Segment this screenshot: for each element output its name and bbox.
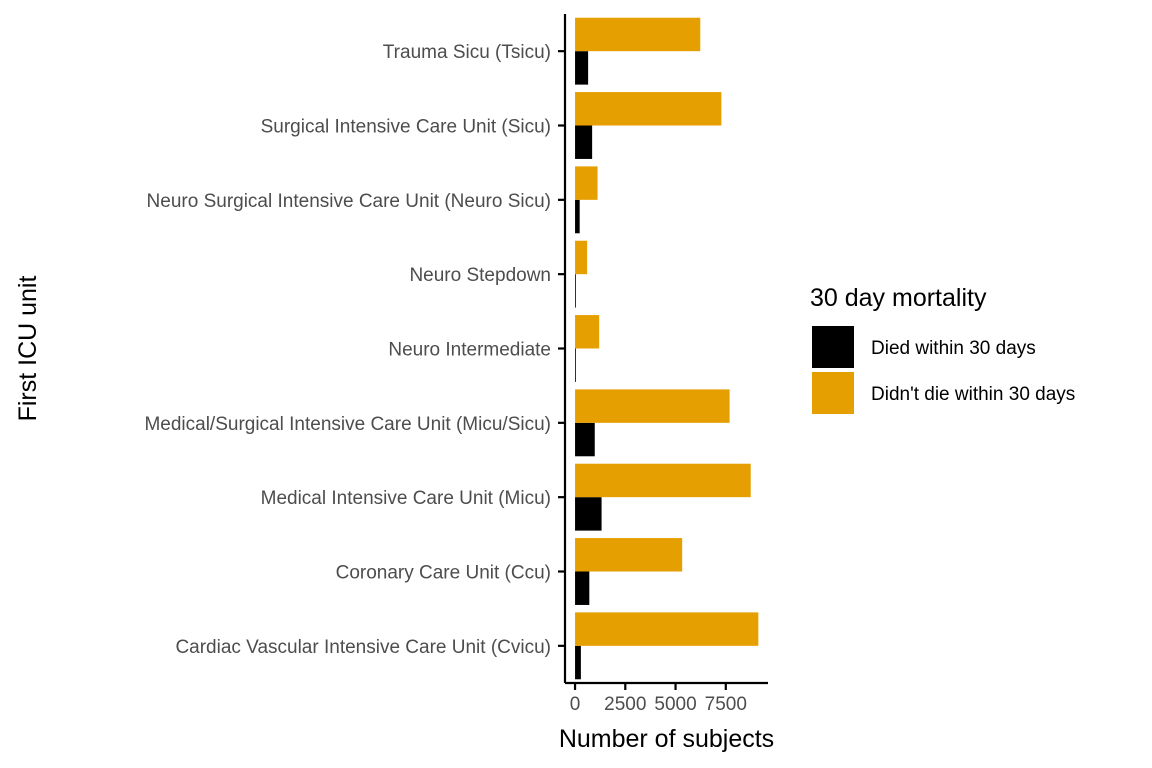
bar-survived-7: [575, 92, 722, 126]
bar-survived-5: [575, 240, 588, 275]
legend-title: 30 day mortality: [810, 284, 987, 312]
x-tick-label-3: 7500: [705, 694, 747, 715]
bar-died-1: [575, 571, 590, 605]
legend-key-1: [812, 372, 854, 414]
y-axis-ticks: Cardiac Vascular Intensive Care Unit (Cv…: [144, 42, 565, 658]
y-tick-label-2: Medical Intensive Care Unit (Micu): [261, 488, 551, 509]
y-tick-label-5: Neuro Stepdown: [409, 265, 551, 286]
y-tick-label-3: Medical/Surgical Intensive Care Unit (Mi…: [144, 414, 551, 435]
bar-died-8: [575, 51, 589, 85]
bar-survived-1: [575, 538, 683, 572]
y-tick-label-7: Surgical Intensive Care Unit (Sicu): [261, 117, 551, 138]
bars: [575, 17, 759, 680]
x-tick-label-0: 0: [570, 694, 581, 715]
y-tick-label-8: Trauma Sicu (Tsicu): [383, 42, 551, 63]
y-tick-label-4: Neuro Intermediate: [388, 340, 551, 361]
bar-survived-4: [575, 315, 600, 349]
bar-died-7: [575, 125, 593, 159]
y-tick-label-0: Cardiac Vascular Intensive Care Unit (Cv…: [175, 637, 551, 658]
bar-died-4: [575, 348, 576, 382]
x-axis-ticks: 0 2500 5000 7500: [570, 683, 747, 715]
legend-key-0: [812, 326, 854, 368]
legend: 30 day mortality Died within 30 days Didn…: [810, 284, 1075, 414]
x-axis-title: Number of subjects: [559, 725, 774, 753]
bar-survived-0: [575, 612, 759, 646]
bar-survived-6: [575, 166, 598, 200]
legend-label-1: Didn't die within 30 days: [871, 384, 1075, 405]
y-tick-label-6: Neuro Surgical Intensive Care Unit (Neur…: [147, 191, 551, 212]
bar-died-5: [575, 274, 576, 308]
bar-died-2: [575, 497, 602, 531]
x-tick-label-1: 2500: [604, 694, 646, 715]
y-axis-title: First ICU unit: [14, 276, 42, 422]
bar-died-3: [575, 422, 595, 457]
bar-survived-3: [575, 389, 730, 423]
x-tick-label-2: 5000: [654, 694, 696, 715]
y-tick-label-1: Coronary Care Unit (Ccu): [336, 563, 551, 584]
bar-survived-8: [575, 17, 701, 52]
bar-died-6: [575, 199, 580, 234]
legend-label-0: Died within 30 days: [871, 338, 1036, 359]
bar-died-0: [575, 645, 581, 680]
bar-survived-2: [575, 463, 751, 498]
